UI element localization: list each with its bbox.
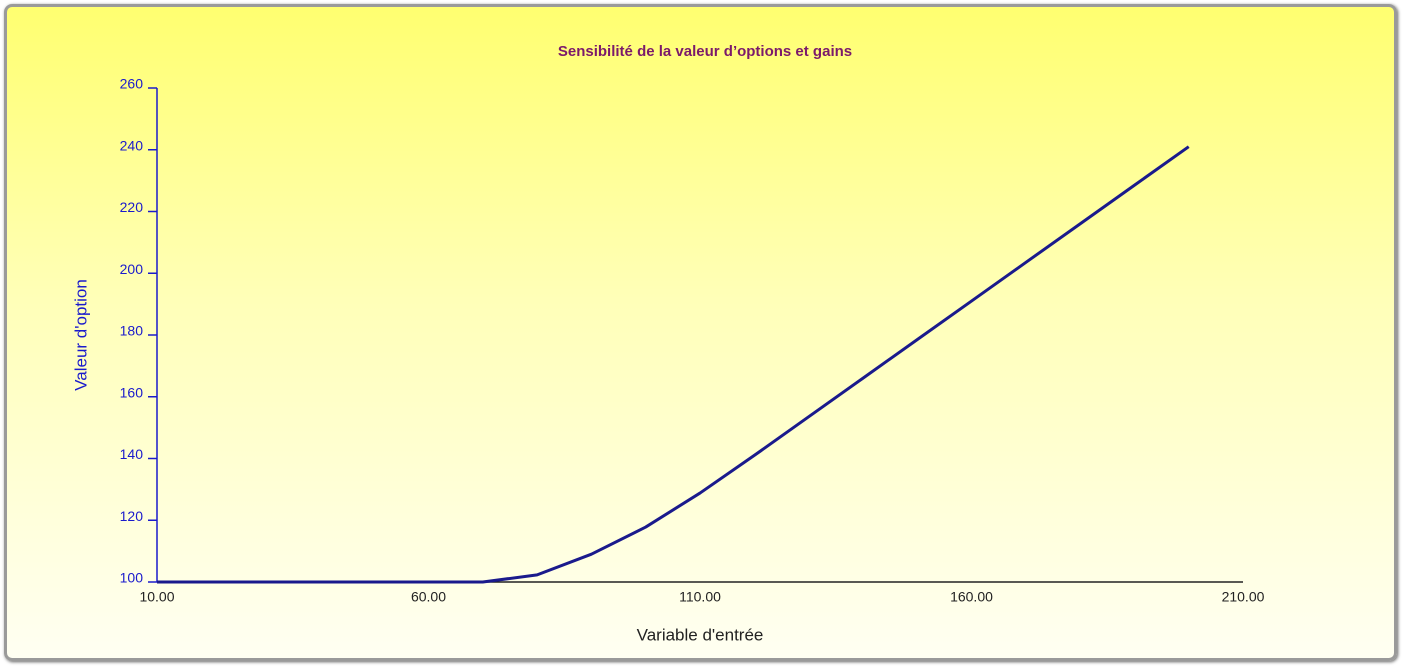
y-tick-label: 120 [120, 508, 144, 524]
y-tick-label: 200 [120, 261, 144, 277]
y-tick-label: 260 [120, 76, 144, 92]
y-tick-label: 180 [120, 323, 144, 339]
y-tick-label: 100 [120, 570, 144, 586]
y-axis-label: Valeur d'option [71, 279, 90, 391]
x-tick-label: 60.00 [411, 589, 446, 605]
x-axis-label: Variable d'entrée [637, 625, 764, 644]
y-tick-label: 240 [120, 137, 144, 153]
y-tick-label: 140 [120, 446, 144, 462]
x-tick-label: 210.00 [1222, 589, 1265, 605]
data-line [157, 145, 1190, 584]
x-tick-label: 10.00 [139, 589, 174, 605]
chart-frame [4, 4, 1397, 661]
x-tick-label: 160.00 [950, 589, 993, 605]
y-tick-label: 220 [120, 199, 144, 215]
y-tick-label: 160 [120, 384, 144, 400]
x-tick-label: 110.00 [679, 589, 721, 605]
chart-title: Sensibilité de la valeur d’options et ga… [558, 43, 852, 60]
